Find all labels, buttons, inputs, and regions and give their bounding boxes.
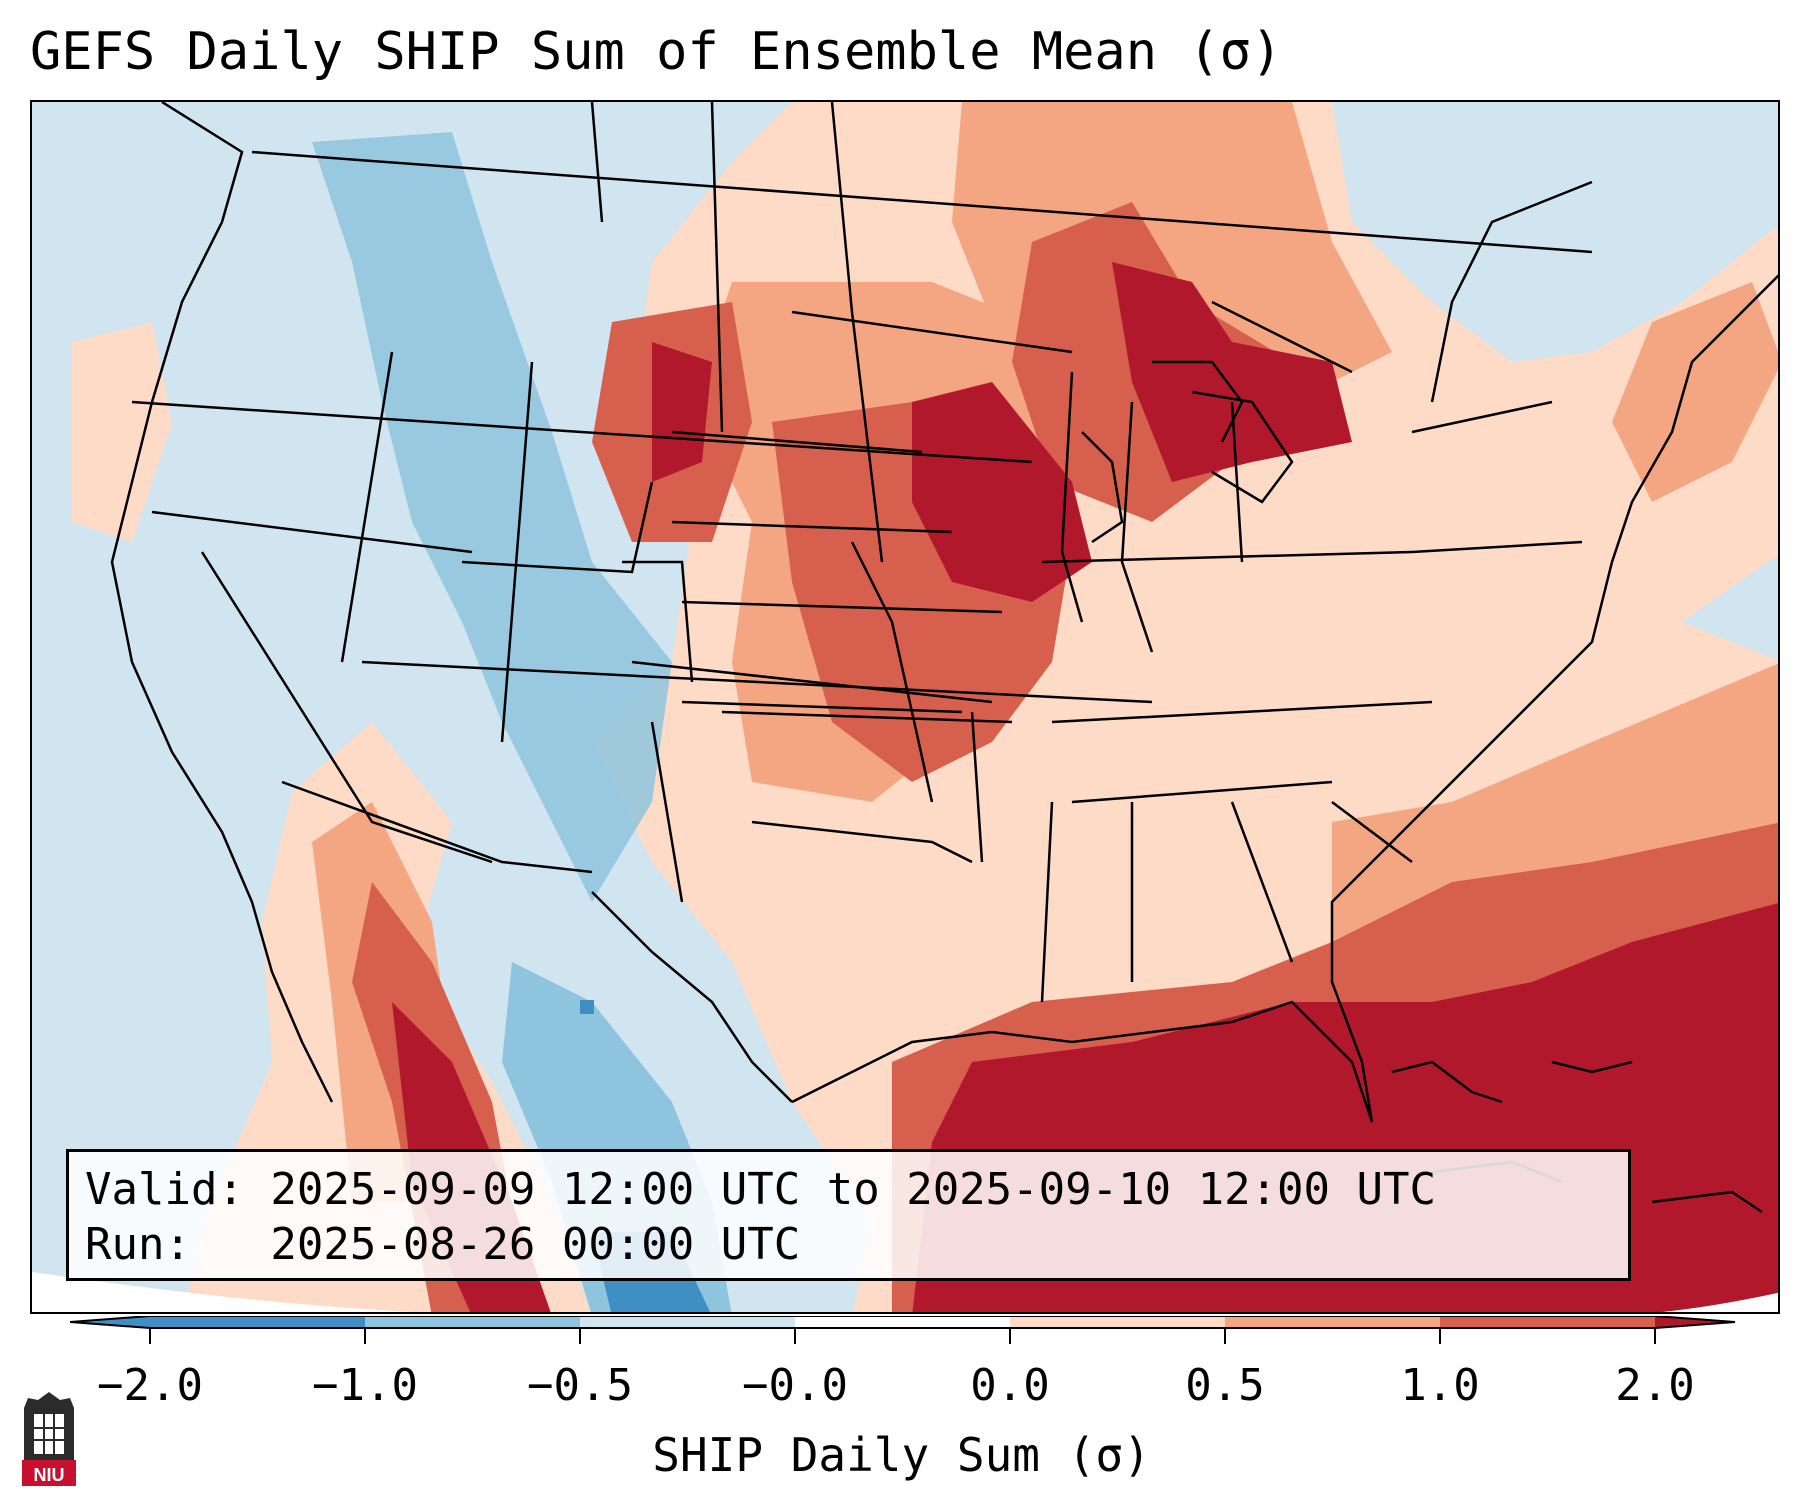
colorbar-tick-label: 2.0 [1615, 1360, 1695, 1411]
colorbar-segment [150, 1316, 365, 1328]
anomaly-map [32, 102, 1778, 1312]
map-title: GEFS Daily SHIP Sum of Ensemble Mean (σ) [30, 22, 1283, 82]
colorbar-tick-label: 1.0 [1400, 1360, 1480, 1411]
colorbar-tick-label: 0.5 [1185, 1360, 1265, 1411]
colorbar-tick-label: 0.0 [970, 1360, 1050, 1411]
run-time-text: Run: 2025-08-26 00:00 UTC [85, 1219, 801, 1270]
colorbar-tick-label: −2.0 [97, 1360, 203, 1411]
boundaries [110, 102, 1778, 1214]
colorbar-segment [1440, 1316, 1655, 1328]
colorbar-segment [580, 1316, 795, 1328]
colorbar-tick-label: −0.0 [742, 1360, 848, 1411]
colorbar-segment [70, 1316, 150, 1328]
colorbar-label: SHIP Daily Sum (σ) [652, 1428, 1151, 1482]
svg-text:NIU: NIU [34, 1465, 65, 1485]
niu-logo-icon: NIU [22, 1392, 76, 1486]
colorbar-segment [1010, 1316, 1225, 1328]
colorbar [70, 1316, 1736, 1344]
colorbar-tick-label: −1.0 [312, 1360, 418, 1411]
colorbar-segment [365, 1316, 580, 1328]
valid-time-text: Valid: 2025-09-09 12:00 UTC to 2025-09-1… [85, 1164, 1437, 1215]
colorbar-segment [1655, 1316, 1735, 1328]
colorbar-tick-label: −0.5 [527, 1360, 633, 1411]
colorbar-segment [795, 1316, 1010, 1328]
colorbar-segment [1225, 1316, 1440, 1328]
map-panel [30, 100, 1780, 1314]
valid-run-info-box: Valid: 2025-09-09 12:00 UTC to 2025-09-1… [66, 1149, 1631, 1281]
